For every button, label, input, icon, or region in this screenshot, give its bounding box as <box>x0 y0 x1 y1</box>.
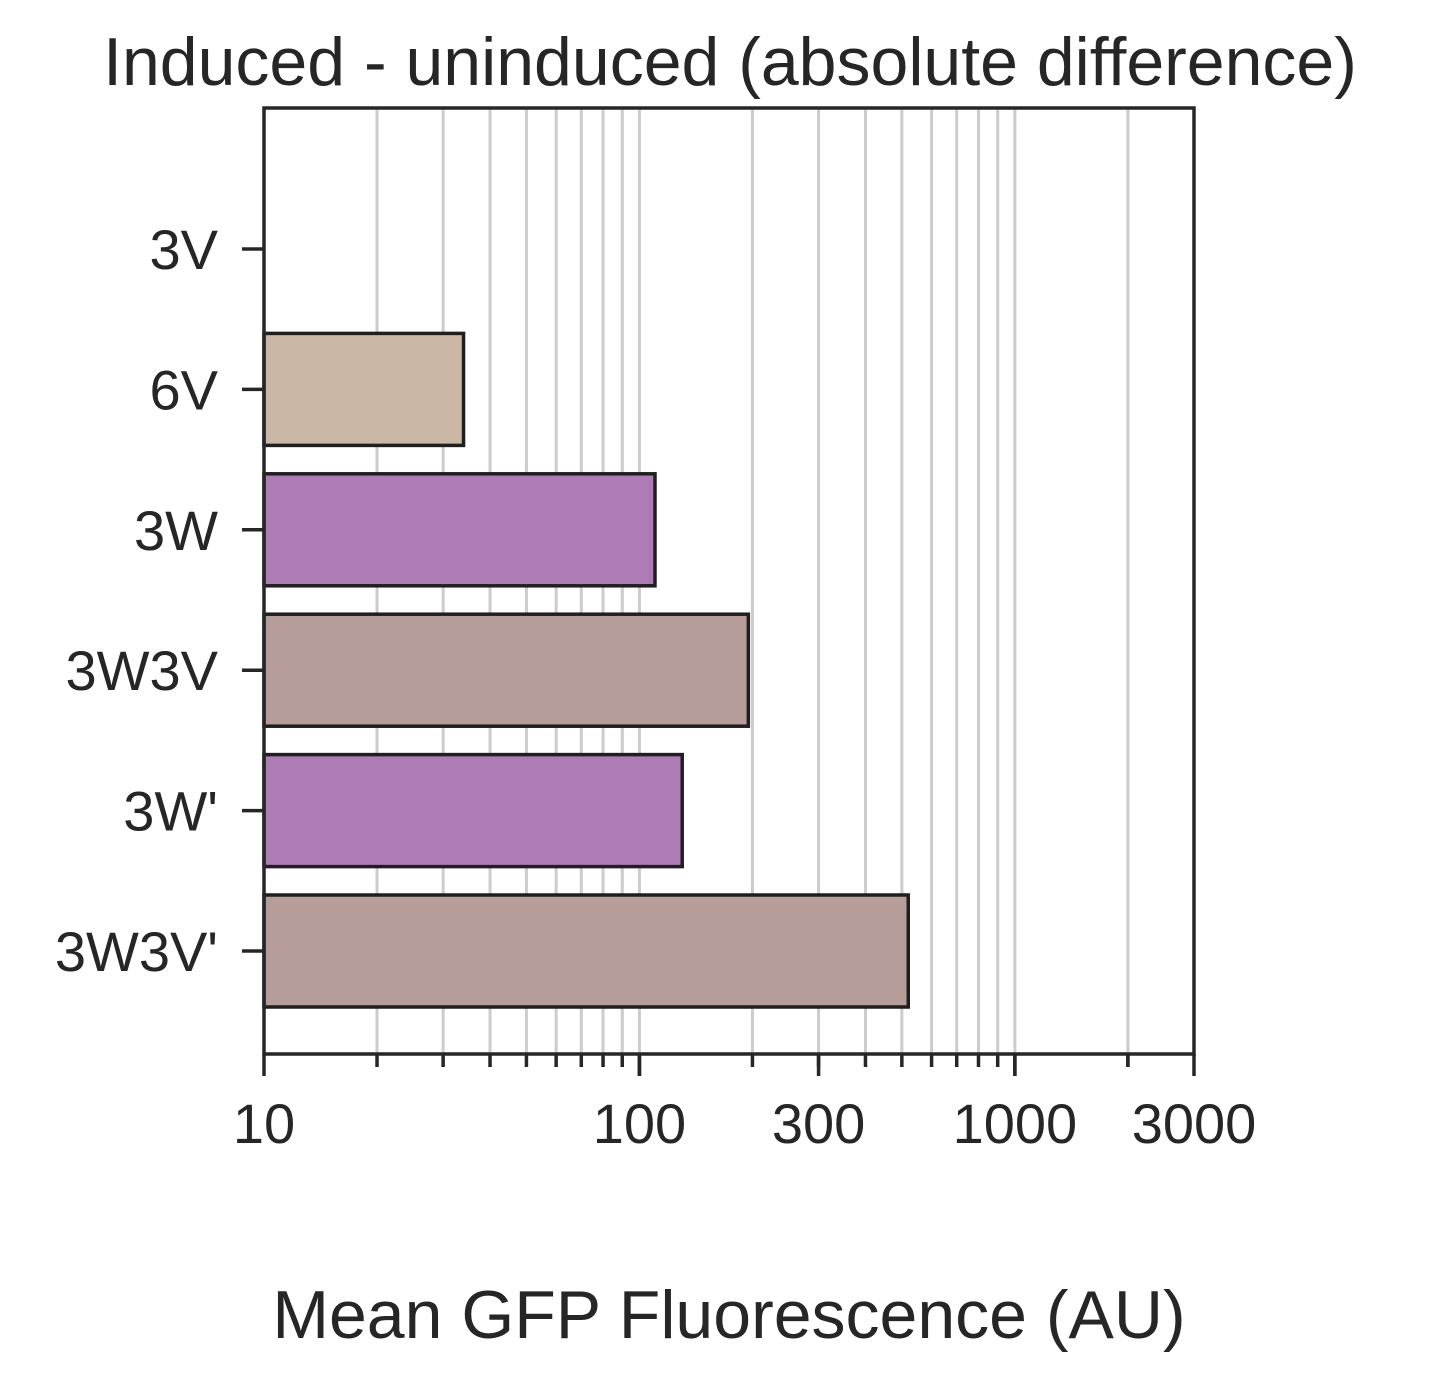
x-tick-label: 300 <box>772 1092 865 1155</box>
chart-title: Induced - uninduced (absolute difference… <box>103 24 1357 100</box>
y-tick-label: 3W' <box>123 780 218 843</box>
x-tick-label: 100 <box>593 1092 686 1155</box>
y-tick-label: 6V <box>150 358 219 421</box>
x-tick-label: 10 <box>233 1092 295 1155</box>
y-axis: 3V 6V 3W 3W3V 3W' 3W3V' <box>55 218 264 983</box>
x-axis-label: Mean GFP Fluorescence (AU) <box>272 1277 1185 1353</box>
x-tick-label: 1000 <box>953 1092 1078 1155</box>
plot-frame <box>262 106 1196 1056</box>
bar <box>262 612 751 728</box>
bar <box>262 893 910 1009</box>
bar <box>262 752 684 869</box>
bar <box>262 331 466 448</box>
y-tick-label: 3V <box>150 218 219 281</box>
y-tick-label: 3W <box>134 499 218 562</box>
y-tick-label: 3W3V' <box>55 920 218 983</box>
y-tick-label: 3W3V <box>66 639 219 702</box>
bar <box>262 472 657 588</box>
x-axis: 10 100 300 1000 3000 <box>233 1054 1256 1155</box>
bars <box>262 331 910 1009</box>
x-tick-label: 3000 <box>1132 1092 1257 1155</box>
